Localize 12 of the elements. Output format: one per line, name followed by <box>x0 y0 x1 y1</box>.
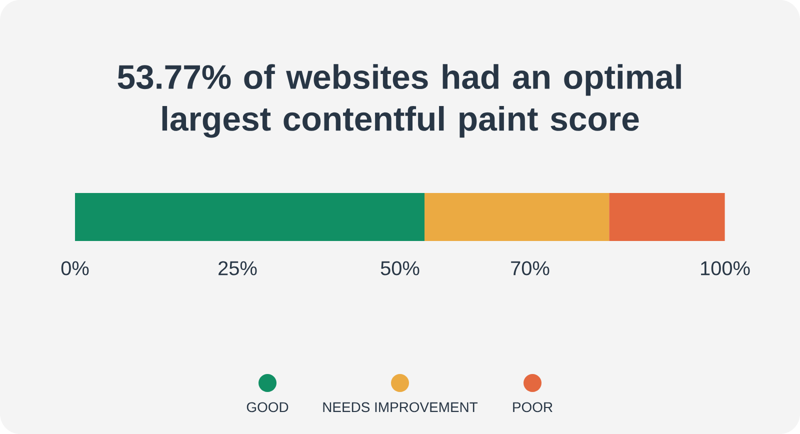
x-tick-label: 25% <box>218 261 257 276</box>
bar <box>609 192 725 241</box>
x-tick-label: 0% <box>61 261 89 276</box>
bar <box>75 192 425 241</box>
legend-label: NEEDS IMPROVEMENT <box>323 402 478 412</box>
legend-label: POOR <box>513 402 552 412</box>
bar <box>424 192 610 241</box>
chart-title: 53.77% of websites had an optimal largest contentful paint score <box>118 64 681 138</box>
x-tick-label: 100% <box>701 261 750 276</box>
x-tick-label: 70% <box>511 261 550 276</box>
x-tick-label: 50% <box>380 261 420 276</box>
legend-label: GOOD <box>246 402 288 412</box>
